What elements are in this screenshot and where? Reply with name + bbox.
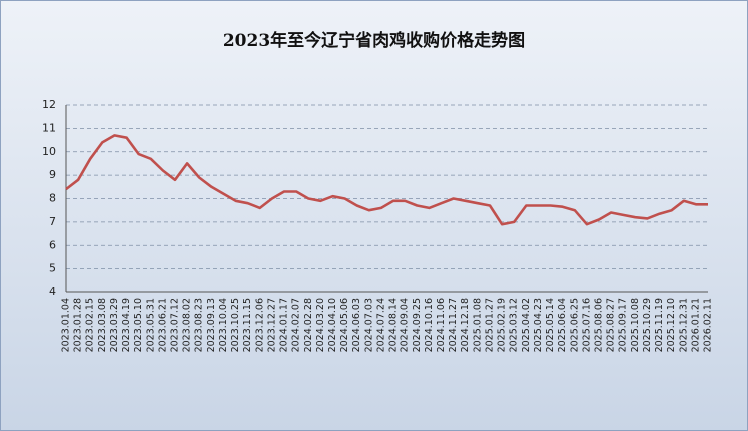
x-tick-label: 2025.11.19	[654, 298, 665, 352]
x-tick-label: 2024.01.17	[279, 298, 290, 352]
x-tick-label: 2024.11.27	[448, 298, 459, 352]
x-tick-label: 2023.04.19	[121, 298, 132, 352]
x-tick-label: 2025.05.14	[545, 298, 556, 352]
x-tick-label: 2023.07.12	[170, 298, 181, 352]
x-tick-label: 2025.10.29	[642, 298, 653, 352]
x-tick-label: 2025.01.27	[484, 298, 495, 352]
x-tick-label: 2025.12.31	[678, 298, 689, 352]
x-tick-label: 2023.03.08	[97, 298, 108, 352]
x-tick-label: 2023.08.23	[194, 298, 205, 352]
x-tick-label: 2025.01.08	[472, 298, 483, 352]
x-tick-label: 2023.10.04	[218, 298, 229, 352]
x-tick-label: 2024.09.25	[412, 298, 423, 352]
x-tick-label: 2024.05.06	[339, 298, 350, 352]
x-tick-label: 2023.11.15	[242, 298, 253, 352]
y-tick-label: 6	[49, 238, 56, 251]
x-tick-label: 2025.04.02	[521, 298, 532, 352]
x-tick-label: 2024.02.28	[303, 298, 314, 352]
chart-title: 2023年至今辽宁省肉鸡收购价格走势图	[223, 30, 525, 51]
x-tick-label: 2023.12.06	[254, 298, 265, 352]
x-tick-label: 2023.12.27	[266, 298, 277, 352]
x-tick-label: 2023.02.15	[85, 298, 96, 352]
x-tick-label: 2025.06.25	[569, 298, 580, 352]
x-tick-label: 2024.04.10	[327, 298, 338, 352]
y-tick-label: 8	[49, 192, 56, 205]
series-line	[65, 134, 708, 226]
x-tick-label: 2025.03.12	[509, 298, 520, 352]
x-tick-label: 2024.08.14	[388, 298, 399, 352]
x-tick-label: 2024.02.07	[291, 298, 302, 352]
x-tick-label: 2023.10.25	[230, 298, 241, 352]
x-tick-label: 2025.10.08	[630, 298, 641, 352]
y-tick-label: 11	[42, 121, 56, 134]
x-tick-label: 2024.09.04	[400, 298, 411, 352]
y-tick-label: 5	[49, 262, 56, 275]
x-tick-label: 2024.07.24	[375, 298, 386, 352]
x-tick-label: 2024.10.16	[424, 298, 435, 352]
x-tick-label: 2024.07.03	[363, 298, 374, 352]
x-tick-label: 2025.02.19	[497, 298, 508, 352]
x-tick-label: 2025.04.23	[533, 298, 544, 352]
x-tick-label: 2023.05.31	[145, 298, 156, 352]
y-tick-label: 4	[49, 285, 56, 298]
x-tick-label: 2025.07.16	[581, 298, 592, 352]
x-tick-label: 2024.03.20	[315, 298, 326, 352]
x-tick-label: 2026.02.11	[703, 298, 714, 352]
y-tick-label: 7	[49, 215, 56, 228]
x-tick-label: 2024.06.03	[351, 298, 362, 352]
y-tick-label: 12	[42, 98, 56, 111]
x-tick-label: 2024.12.18	[460, 298, 471, 352]
y-tick-label: 10	[42, 145, 56, 158]
y-tick-label: 9	[49, 168, 56, 181]
x-tick-label: 2025.08.06	[593, 298, 604, 352]
x-tick-label: 2025.08.27	[606, 298, 617, 352]
x-tick-label: 2025.12.10	[666, 298, 677, 352]
x-tick-label: 2025.09.17	[618, 298, 629, 352]
x-tick-label: 2023.01.28	[73, 298, 84, 352]
x-tick-label: 2024.11.06	[436, 298, 447, 352]
x-tick-label: 2026.01.21	[690, 298, 701, 352]
x-tick-label: 2023.01.04	[61, 298, 72, 352]
x-tick-label: 2023.05.10	[133, 298, 144, 352]
x-tick-label: 2023.08.02	[182, 298, 193, 352]
x-tick-label: 2023.03.29	[109, 298, 120, 352]
x-tick-label: 2025.06.04	[557, 298, 568, 352]
x-tick-label: 2023.09.13	[206, 298, 217, 352]
x-tick-label: 2023.06.21	[157, 298, 168, 352]
